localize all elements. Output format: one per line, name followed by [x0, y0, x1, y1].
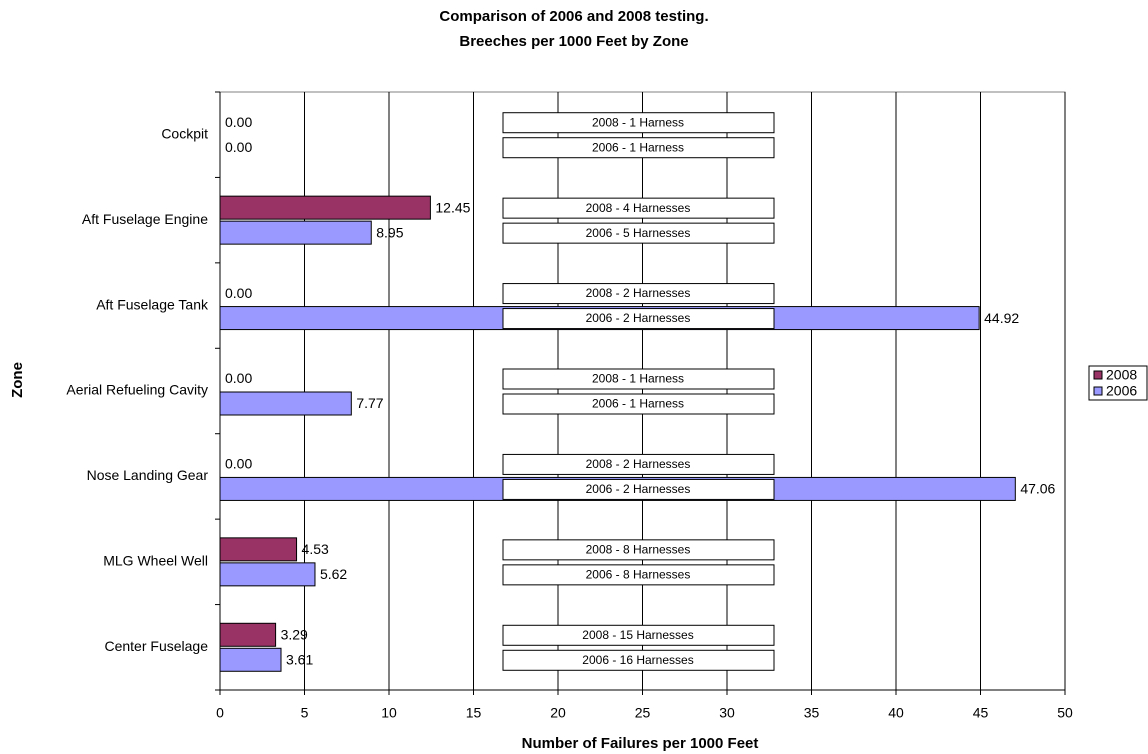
- y-tick-label: Nose Landing Gear: [87, 467, 209, 483]
- note: 2008 - 1 Harness: [592, 372, 684, 386]
- bar: [219, 220, 372, 245]
- note-box: [502, 539, 775, 561]
- x-tick-label: 25: [635, 705, 651, 721]
- chart-subtitle: Breeches per 1000 Feet by Zone: [459, 33, 688, 50]
- bar: [219, 622, 277, 647]
- legend-label: 2008: [1106, 367, 1137, 383]
- note-box: [502, 197, 775, 219]
- data-label: 12.45: [435, 199, 470, 215]
- legend-swatch: [1093, 386, 1103, 396]
- x-tick-label: 10: [381, 705, 397, 721]
- note: 2006 - 5 Harnesses: [586, 226, 691, 240]
- note: 2008 - 2 Harnesses: [586, 457, 691, 471]
- note: 2006 - 2 Harnesses: [586, 482, 691, 496]
- y-axis-label: Zone: [9, 362, 26, 398]
- data-label: 0.00: [225, 285, 252, 301]
- x-tick-label: 15: [466, 705, 482, 721]
- y-tick-label: Cockpit: [161, 125, 208, 141]
- data-label: 4.53: [302, 541, 329, 557]
- data-label: 3.29: [281, 626, 308, 642]
- y-tick-label: Aft Fuselage Engine: [82, 211, 208, 227]
- bar: [219, 562, 316, 587]
- x-tick-label: 30: [719, 705, 735, 721]
- x-tick-label: 50: [1057, 705, 1073, 721]
- x-tick-label: 0: [216, 705, 224, 721]
- y-tick-label: Center Fuselage: [104, 638, 208, 654]
- note-box: [502, 453, 775, 475]
- bar: [219, 647, 282, 672]
- y-tick-label: Aft Fuselage Tank: [96, 296, 209, 312]
- note-box: [502, 624, 775, 646]
- note: 2008 - 1 Harness: [592, 115, 684, 129]
- x-tick-label: 45: [973, 705, 989, 721]
- data-label: 3.61: [286, 651, 313, 667]
- note-box: [502, 649, 775, 671]
- chart-title: Comparison of 2006 and 2008 testing.: [439, 8, 708, 25]
- data-label: 0.00: [225, 139, 252, 155]
- note: 2008 - 2 Harnesses: [586, 286, 691, 300]
- data-label: 0.00: [225, 370, 252, 386]
- note-box: [502, 283, 775, 305]
- note-box: [502, 308, 775, 330]
- x-tick-label: 40: [888, 705, 904, 721]
- note: 2008 - 8 Harnesses: [586, 543, 691, 557]
- note-box: [502, 478, 775, 500]
- bar: [219, 391, 352, 416]
- note: 2008 - 4 Harnesses: [586, 201, 691, 215]
- note-box: [502, 393, 775, 415]
- bar: [219, 195, 431, 220]
- bar: [219, 537, 298, 562]
- x-axis-label: Number of Failures per 1000 Feet: [522, 735, 759, 752]
- x-tick-label: 5: [301, 705, 309, 721]
- data-label: 5.62: [320, 566, 347, 582]
- data-label: 0.00: [225, 456, 252, 472]
- note: 2006 - 1 Harness: [592, 397, 684, 411]
- note-box: [502, 368, 775, 390]
- x-tick-label: 20: [550, 705, 566, 721]
- data-label: 44.92: [984, 310, 1019, 326]
- legend-label: 2006: [1106, 383, 1137, 399]
- note-box: [502, 137, 775, 159]
- note-box: [502, 564, 775, 586]
- data-label: 8.95: [376, 224, 403, 240]
- note-box: [502, 112, 775, 134]
- note: 2006 - 1 Harness: [592, 140, 684, 154]
- y-tick-label: MLG Wheel Well: [103, 553, 208, 569]
- x-tick-label: 35: [804, 705, 820, 721]
- note-box: [502, 222, 775, 244]
- y-tick-label: Aerial Refueling Cavity: [66, 382, 208, 398]
- note: 2008 - 15 Harnesses: [582, 628, 693, 642]
- data-label: 7.77: [356, 395, 383, 411]
- data-label: 0.00: [225, 114, 252, 130]
- note: 2006 - 2 Harnesses: [586, 311, 691, 325]
- data-label: 47.06: [1020, 481, 1055, 497]
- note: 2006 - 8 Harnesses: [586, 568, 691, 582]
- legend-swatch: [1093, 370, 1103, 380]
- note: 2006 - 16 Harnesses: [582, 653, 693, 667]
